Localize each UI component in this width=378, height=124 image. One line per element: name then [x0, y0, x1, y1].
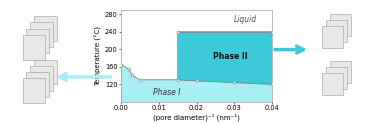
Text: Liquid: Liquid [234, 15, 257, 24]
Y-axis label: Temperature (°C): Temperature (°C) [95, 26, 102, 86]
Polygon shape [178, 32, 272, 84]
Polygon shape [121, 64, 272, 102]
FancyArrowPatch shape [275, 46, 303, 53]
FancyArrowPatch shape [60, 74, 111, 80]
Text: Phase I: Phase I [153, 88, 180, 97]
X-axis label: (pore diameter)⁻¹ (nm⁻¹): (pore diameter)⁻¹ (nm⁻¹) [153, 114, 240, 121]
Text: Phase II: Phase II [213, 52, 248, 61]
